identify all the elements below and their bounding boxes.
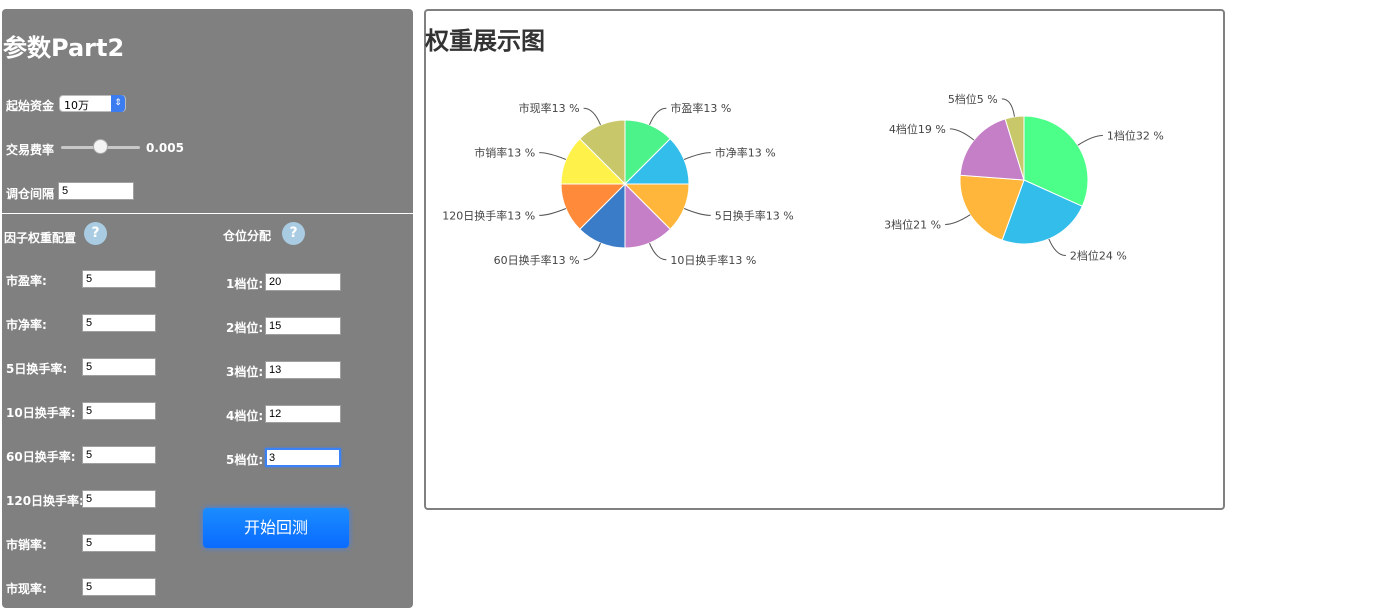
rebalance-input[interactable] (58, 182, 134, 200)
pie-label: 市销率13 % (474, 146, 535, 160)
fee-label: 交易费率 (6, 143, 55, 157)
factor-label-turnover120: 120日换手率: (6, 494, 84, 508)
panel-title: 参数Part2 (3, 34, 125, 62)
panel-divider (2, 213, 413, 214)
pie-label: 3档位21 % (884, 217, 941, 231)
pie-leader-line (945, 214, 971, 225)
position-label-2: 2档位: (226, 321, 264, 335)
position-label-4: 4档位: (226, 409, 264, 423)
factor-input-pe[interactable] (82, 270, 156, 288)
pie-label: 10日换手率13 % (670, 253, 756, 267)
capital-label: 起始资金 (6, 99, 55, 113)
position-header: 仓位分配 (223, 229, 272, 243)
pie-label: 2档位24 % (1070, 249, 1127, 263)
pie-leader-line (583, 242, 601, 261)
capital-select[interactable]: 10万 ⇕ (59, 95, 126, 112)
factor-label-turnover10: 10日换手率: (6, 406, 76, 420)
position-input-3[interactable] (265, 361, 341, 379)
pie-slice (959, 118, 1025, 181)
factor-input-turnover10[interactable] (82, 402, 156, 420)
factor-input-pb[interactable] (82, 314, 156, 332)
pie-label: 5日换手率13 % (715, 208, 794, 222)
pie-leader-line (649, 107, 667, 126)
position-label-5: 5档位: (226, 453, 264, 467)
factor-label-turnover5: 5日换手率: (6, 362, 68, 376)
pie-label: 4档位19 % (889, 122, 946, 136)
factor-input-ps[interactable] (82, 534, 156, 552)
factor-label-turnover60: 60日换手率: (6, 450, 76, 464)
factor-help-icon[interactable]: ? (84, 222, 107, 245)
factor-input-turnover120[interactable] (82, 490, 156, 508)
position-input-2[interactable] (265, 317, 341, 335)
pie-label: 1档位32 % (1107, 129, 1164, 143)
fee-value: 0.005 (146, 141, 184, 155)
pie-label: 市净率13 % (715, 146, 776, 160)
pie-label: 120日换手率13 % (442, 208, 535, 222)
chevron-updown-icon: ⇕ (111, 95, 125, 112)
pie-leader-line (1048, 238, 1066, 257)
pie-label: 市盈率13 % (670, 101, 731, 115)
factor-label-ps: 市销率: (6, 538, 47, 552)
position-input-4[interactable] (265, 405, 341, 423)
position-input-5[interactable] (265, 448, 341, 467)
pie-leader-line (649, 242, 667, 261)
start-backtest-button[interactable]: 开始回测 (203, 508, 349, 548)
rebalance-label: 调仓间隔 (6, 187, 55, 201)
pie-leader-line (683, 208, 711, 216)
pie-label: 5档位5 % (948, 92, 998, 106)
factor-label-pe: 市盈率: (6, 274, 47, 288)
factor-weight-header: 因子权重配置 (4, 231, 77, 245)
pie-slice (1001, 179, 1084, 245)
pie-label: 市现率13 % (519, 101, 580, 115)
pie-slice (1004, 115, 1025, 181)
position-input-1[interactable] (265, 273, 341, 291)
pie-slice (959, 174, 1025, 241)
capital-select-value: 10万 (64, 99, 89, 112)
factor-input-turnover60[interactable] (82, 446, 156, 464)
pie-leader-line (949, 128, 975, 141)
chart-panel (424, 9, 1225, 510)
chart-title: 权重展示图 (425, 27, 545, 55)
pie-leader-line (539, 152, 567, 160)
pie-leader-line (539, 208, 567, 216)
pie-leader-line (1001, 98, 1015, 117)
factor-input-turnover5[interactable] (82, 358, 156, 376)
pie-leader-line (683, 152, 711, 160)
factor-label-pcf: 市现率: (6, 582, 47, 596)
pie-leader-line (583, 107, 601, 126)
factor-input-pcf[interactable] (82, 578, 156, 596)
fee-slider-handle[interactable] (92, 139, 108, 154)
factor-label-pb: 市净率: (6, 318, 47, 332)
pie-leader-line (1077, 135, 1103, 146)
position-label-1: 1档位: (226, 277, 264, 291)
position-label-3: 3档位: (226, 365, 264, 379)
position-help-icon[interactable]: ? (282, 222, 305, 245)
pie-label: 60日换手率13 % (494, 253, 580, 267)
